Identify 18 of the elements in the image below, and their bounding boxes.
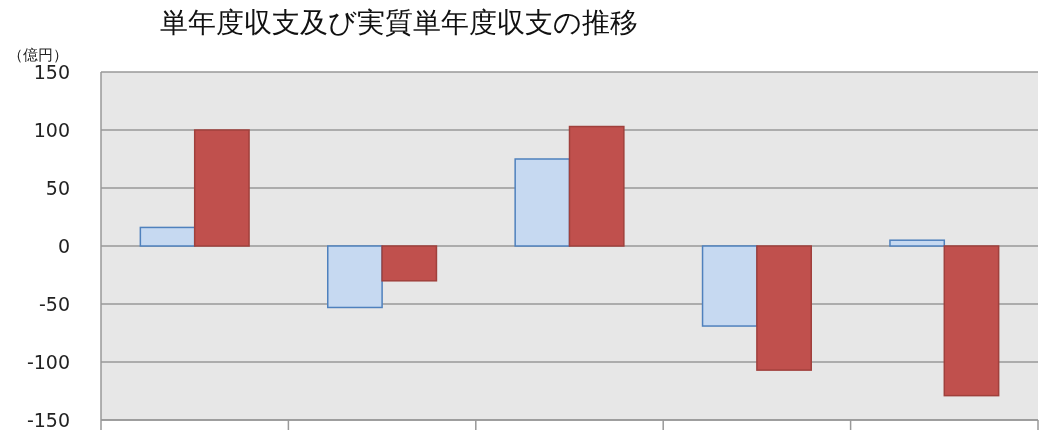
bar <box>381 245 438 282</box>
bar <box>568 125 625 247</box>
bar <box>943 245 1000 397</box>
y-tick-label: -150 <box>26 409 70 431</box>
bar <box>327 245 383 309</box>
y-axis-title: （億円） <box>8 46 68 64</box>
bar <box>756 245 812 371</box>
y-tick-label: 100 <box>33 119 70 141</box>
bar <box>193 129 250 247</box>
y-tick-label: 0 <box>57 235 70 257</box>
y-tick-label: 50 <box>45 177 70 199</box>
bar <box>514 158 571 247</box>
bar <box>889 239 946 247</box>
bar <box>701 245 758 327</box>
chart-title: 単年度収支及び実質単年度収支の推移 <box>160 6 638 39</box>
y-tick-label: -100 <box>26 351 70 373</box>
bar <box>139 226 196 247</box>
y-tick-label: -50 <box>38 293 70 315</box>
